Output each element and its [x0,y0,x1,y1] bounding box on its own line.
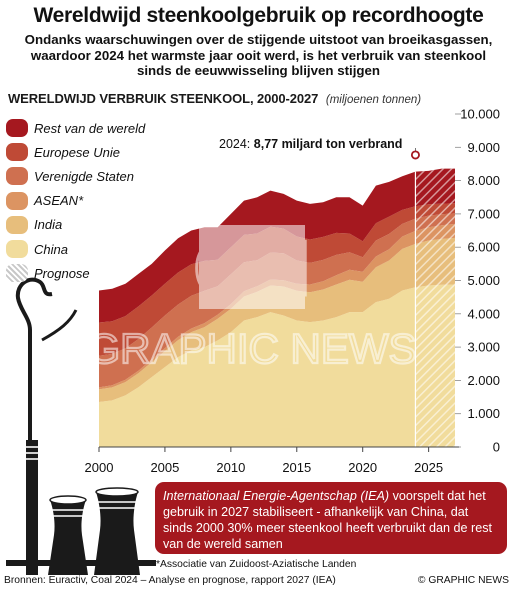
y-tick-label: 9.000 [467,140,500,155]
chart-heading-main: WERELDWIJD VERBRUIK STEENKOOL, 2000-2027 [8,91,319,106]
x-axis: 2000 2005 2010 2015 2020 2025 [85,446,459,475]
subtitle-line: waardoor 2024 het warmste jaar ooit werd… [30,47,487,63]
watermark-logo: GN [194,224,311,312]
legend-item: Rest van de wereld [6,116,145,140]
legend-item: Europese Unie [6,140,145,164]
legend-item: China [6,237,145,261]
chart-subtitle: Ondanks waarschuwingen over de stijgende… [6,32,511,79]
y-tick-label: 6.000 [467,240,500,255]
chart-heading: WERELDWIJD VERBRUIK STEENKOOL, 2000-2027… [8,91,421,106]
annotation-value: 8,77 miljard ton verbrand [253,137,403,151]
credit: © GRAPHIC NEWS [417,575,509,586]
legend-swatch [6,240,28,259]
legend-item: India [6,213,145,237]
smoke-plume [15,277,53,475]
plant-base [6,560,156,566]
chimney-stripes [26,446,38,460]
area-europese-unie [99,203,455,356]
subtitle-line: Ondanks waarschuwingen over de stijgende… [24,32,493,47]
annotation-2024: 2024: 8,77 miljard ton verbrand [217,137,405,151]
y-tick-label: 8.000 [467,173,500,188]
subtitle-line: sinds de eeuwwisseling blijven stijgen [136,63,381,78]
area-china [99,284,455,447]
legend-item: ASEAN* [6,189,145,213]
x-tick-label: 2020 [348,460,377,475]
sources: Bronnen: Euractiv, Coal 2024 – Analyse e… [4,575,336,586]
y-tick-label: 5.000 [467,273,500,288]
y-axis: 0 1.000 2.000 3.000 4.000 5.000 6.000 7.000 8.00… [455,107,500,455]
y-tick-label: 7.000 [467,206,500,221]
chart-legend: Rest van de wereld Europese Unie Verenigde… [6,116,145,285]
cooling-tower-1 [48,500,88,575]
y-tick-label: 2.000 [467,373,500,388]
legend-item: Verenigde Staten [6,164,145,188]
watermark-text: GRAPHIC NEWS [87,325,416,372]
chimney [26,440,38,575]
highlight-point [410,150,420,160]
legend-label: ASEAN* [34,193,84,209]
cooling-tower-2 [94,492,140,575]
y-tick-label: 10.000 [460,107,500,122]
legend-swatch [6,191,28,210]
legend-item: Prognose [6,261,145,285]
annotation-prefix: 2024: [219,137,254,151]
x-tick-label: 2025 [414,460,443,475]
forecast-hatch-group [414,168,455,447]
legend-label: Verenigde Staten [34,168,134,184]
legend-label: Europese Unie [34,144,120,160]
power-plant-icon [6,277,156,575]
y-tick-label: 1.000 [467,406,500,421]
watermark: GN GRAPHIC NEWS [86,223,417,374]
legend-swatch [6,143,28,162]
y-tick-label: 0 [493,440,500,455]
smoke-plume-2 [41,309,78,342]
watermark-logo-box [199,225,305,309]
y-tick-label: 4.000 [467,306,500,321]
tower-top-2 [95,487,139,497]
callout-org: Internationaal Energie-Agentschap (IEA) [163,489,390,503]
legend-swatch [6,215,28,234]
chart-title: Wereldwijd steenkoolgebruik op recordhoo… [33,4,484,27]
area-india [99,237,455,402]
x-tick-label: 2005 [150,460,179,475]
legend-swatch [6,264,28,283]
y-tick-label: 3.000 [467,340,500,355]
forecast-hatch [415,168,455,447]
highlight-group [410,148,420,160]
legend-label: India [34,217,63,233]
legend-swatch [6,119,28,138]
area-rest-van-de-wereld [99,168,455,323]
tower-top-1 [49,495,87,505]
callout-text: voorspelt dat het gebruik in 2027 stabil… [163,489,493,551]
legend-label: Prognose [34,265,90,281]
area-verenigde-staten [99,213,455,388]
legend-label: China [34,241,68,257]
x-tick-label: 2000 [85,460,114,475]
legend-swatch [6,167,28,186]
iea-callout: Internationaal Energie-Agentschap (IEA) … [155,482,507,554]
x-tick-label: 2010 [216,460,245,475]
tower-rings [51,501,137,517]
x-tick-label: 2015 [282,460,311,475]
footnote: *Associatie van Zuidoost-Aziatische Land… [156,559,357,570]
legend-label: Rest van de wereld [34,120,146,136]
chart-heading-unit: (miljoenen tonnen) [325,94,422,106]
